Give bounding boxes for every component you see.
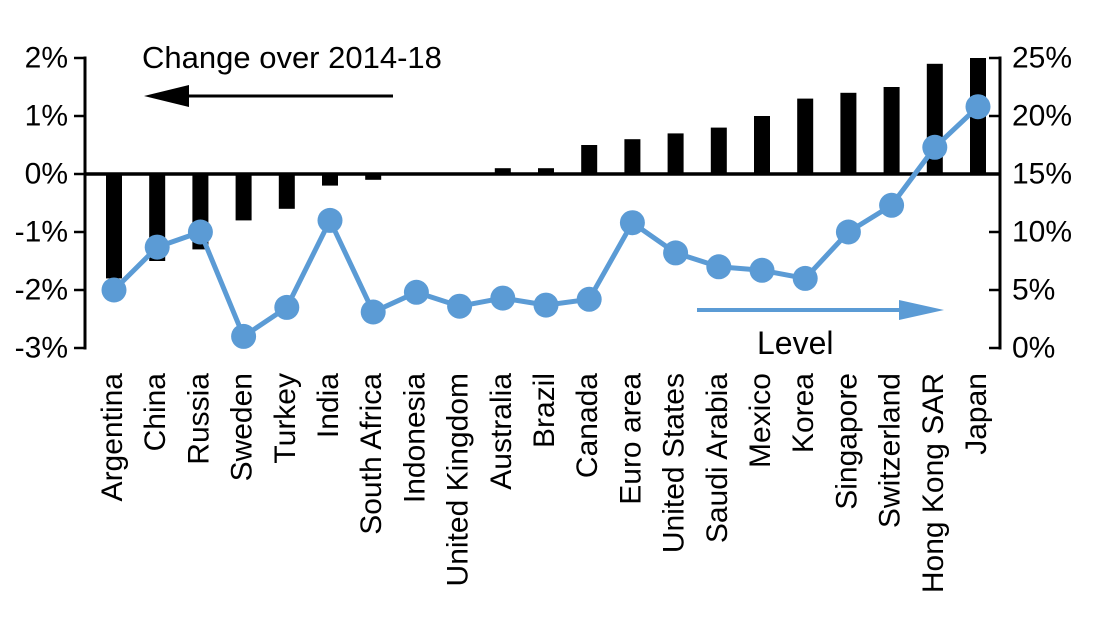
change-bar: [883, 87, 900, 174]
category-label: South Africa: [355, 373, 388, 535]
category-label: Turkey: [269, 373, 302, 464]
line-series-arrow: [697, 300, 944, 320]
level-marker: [879, 192, 905, 218]
category-label: United States: [658, 373, 691, 553]
left-axis-tick-label: -3%: [15, 332, 68, 365]
category-label: China: [139, 373, 172, 452]
change-bar: [278, 174, 295, 209]
change-bar: [624, 139, 641, 174]
left-axis-tick-label: 1%: [25, 100, 68, 133]
right-axis-tick-label: 20%: [1012, 100, 1072, 133]
level-marker: [144, 234, 170, 260]
change-bar: [581, 145, 598, 174]
right-axis-tick-label: 5%: [1012, 274, 1055, 307]
level-marker: [187, 219, 213, 245]
category-label: Switzerland: [874, 373, 907, 528]
change-bar: [538, 168, 554, 174]
change-bar: [840, 92, 857, 174]
level-marker: [835, 219, 861, 245]
right-axis-tick-label: 10%: [1012, 216, 1072, 249]
category-label: Hong Kong SAR: [917, 373, 950, 593]
level-marker: [922, 134, 948, 160]
category-label: Sweden: [226, 373, 259, 481]
bar-series-annotation-label: Change over 2014-18: [142, 40, 442, 75]
change-bar: [365, 174, 382, 180]
category-label: Indonesia: [398, 373, 431, 503]
change-bar: [710, 127, 727, 174]
level-marker: [447, 293, 473, 319]
category-label: Canada: [571, 373, 604, 478]
level-marker: [274, 294, 300, 320]
level-marker: [231, 323, 257, 349]
category-label: Australia: [485, 373, 518, 490]
level-marker: [706, 254, 732, 280]
level-marker: [663, 240, 689, 266]
level-marker: [792, 265, 818, 291]
category-label: Saudi Arabia: [701, 373, 734, 543]
left-axis-tick-label: -1%: [15, 216, 68, 249]
right-axis-tick-label: 25%: [1012, 42, 1072, 75]
left-axis-tick-label: -2%: [15, 274, 68, 307]
change-bar: [235, 174, 252, 221]
change-bar: [322, 174, 338, 186]
line-series-annotation-label: Level: [757, 325, 834, 361]
category-label: Korea: [787, 373, 820, 453]
change-bar: [494, 168, 511, 174]
change-bar: [106, 174, 122, 279]
level-marker: [360, 299, 386, 325]
level-marker: [490, 285, 516, 311]
level-marker: [965, 94, 991, 120]
level-marker: [576, 286, 602, 312]
left-axis-tick-label: 2%: [25, 42, 68, 75]
level-marker: [749, 257, 775, 283]
change-bar: [667, 133, 684, 174]
level-marker: [533, 292, 559, 318]
right-axis-tick-label: 15%: [1012, 158, 1072, 191]
left-axis-tick-label: 0%: [25, 158, 68, 191]
bar-series-arrow: [144, 85, 393, 107]
change-bar: [797, 98, 814, 174]
level-marker: [101, 277, 127, 303]
category-label: Russia: [182, 373, 215, 465]
category-label: Argentina: [96, 373, 129, 502]
category-label: Euro area: [614, 373, 647, 505]
category-label: Japan: [960, 373, 993, 455]
category-label: India: [312, 373, 345, 438]
level-marker: [317, 207, 343, 233]
category-label: Brazil: [528, 373, 561, 448]
category-label: United Kingdom: [442, 373, 475, 586]
category-label: Singapore: [830, 373, 863, 510]
change-bar: [754, 116, 770, 174]
level-marker: [403, 279, 429, 305]
level-marker: [619, 210, 645, 236]
right-axis-tick-label: 0%: [1012, 332, 1055, 365]
category-label: Mexico: [744, 373, 777, 468]
